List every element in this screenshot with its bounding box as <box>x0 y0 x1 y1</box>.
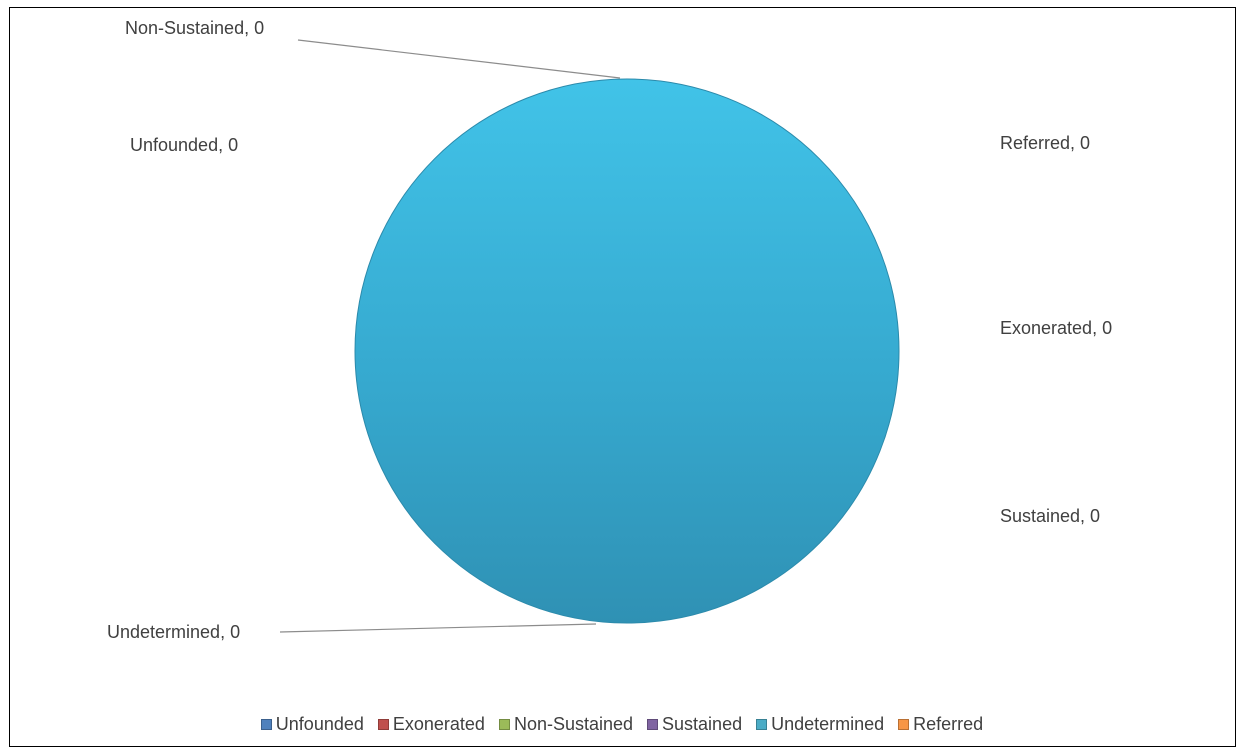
data-label-exonerated: Exonerated, 0 <box>1000 318 1112 338</box>
legend-item-non-sustained: Non-Sustained <box>498 714 634 735</box>
data-label-sustained: Sustained, 0 <box>1000 506 1100 526</box>
legend-swatch-undetermined <box>756 719 768 730</box>
legend-label-exonerated: Exonerated <box>392 714 485 734</box>
legend-item-unfounded: Unfounded <box>260 714 364 735</box>
data-label-referred: Referred, 0 <box>1000 133 1090 153</box>
legend-swatch-unfounded <box>260 719 272 730</box>
legend-label-unfounded: Unfounded <box>275 714 364 734</box>
data-label-unfounded: Unfounded, 0 <box>130 135 238 155</box>
legend-swatch-sustained <box>647 719 659 730</box>
legend-item-undetermined: Undetermined <box>756 714 884 735</box>
leader-line-undetermined <box>279 623 597 633</box>
legend-swatch-exonerated <box>377 719 389 730</box>
legend-item-referred: Referred <box>898 714 983 735</box>
chart-legend: Unfounded Exonerated Non-Sustained Sustaine… <box>0 714 1244 735</box>
data-label-undetermined: Undetermined, 0 <box>107 622 240 642</box>
legend-swatch-non-sustained <box>498 719 510 730</box>
pie-slice-undetermined <box>354 78 900 624</box>
legend-item-exonerated: Exonerated <box>377 714 485 735</box>
legend-label-undetermined: Undetermined <box>771 714 885 734</box>
leader-line-non-sustained <box>297 39 621 79</box>
legend-item-sustained: Sustained <box>647 714 742 735</box>
data-label-non-sustained: Non-Sustained, 0 <box>125 18 264 38</box>
legend-label-referred: Referred <box>913 714 984 734</box>
legend-swatch-referred <box>898 719 910 730</box>
legend-label-non-sustained: Non-Sustained <box>513 714 634 734</box>
legend-label-sustained: Sustained <box>662 714 743 734</box>
